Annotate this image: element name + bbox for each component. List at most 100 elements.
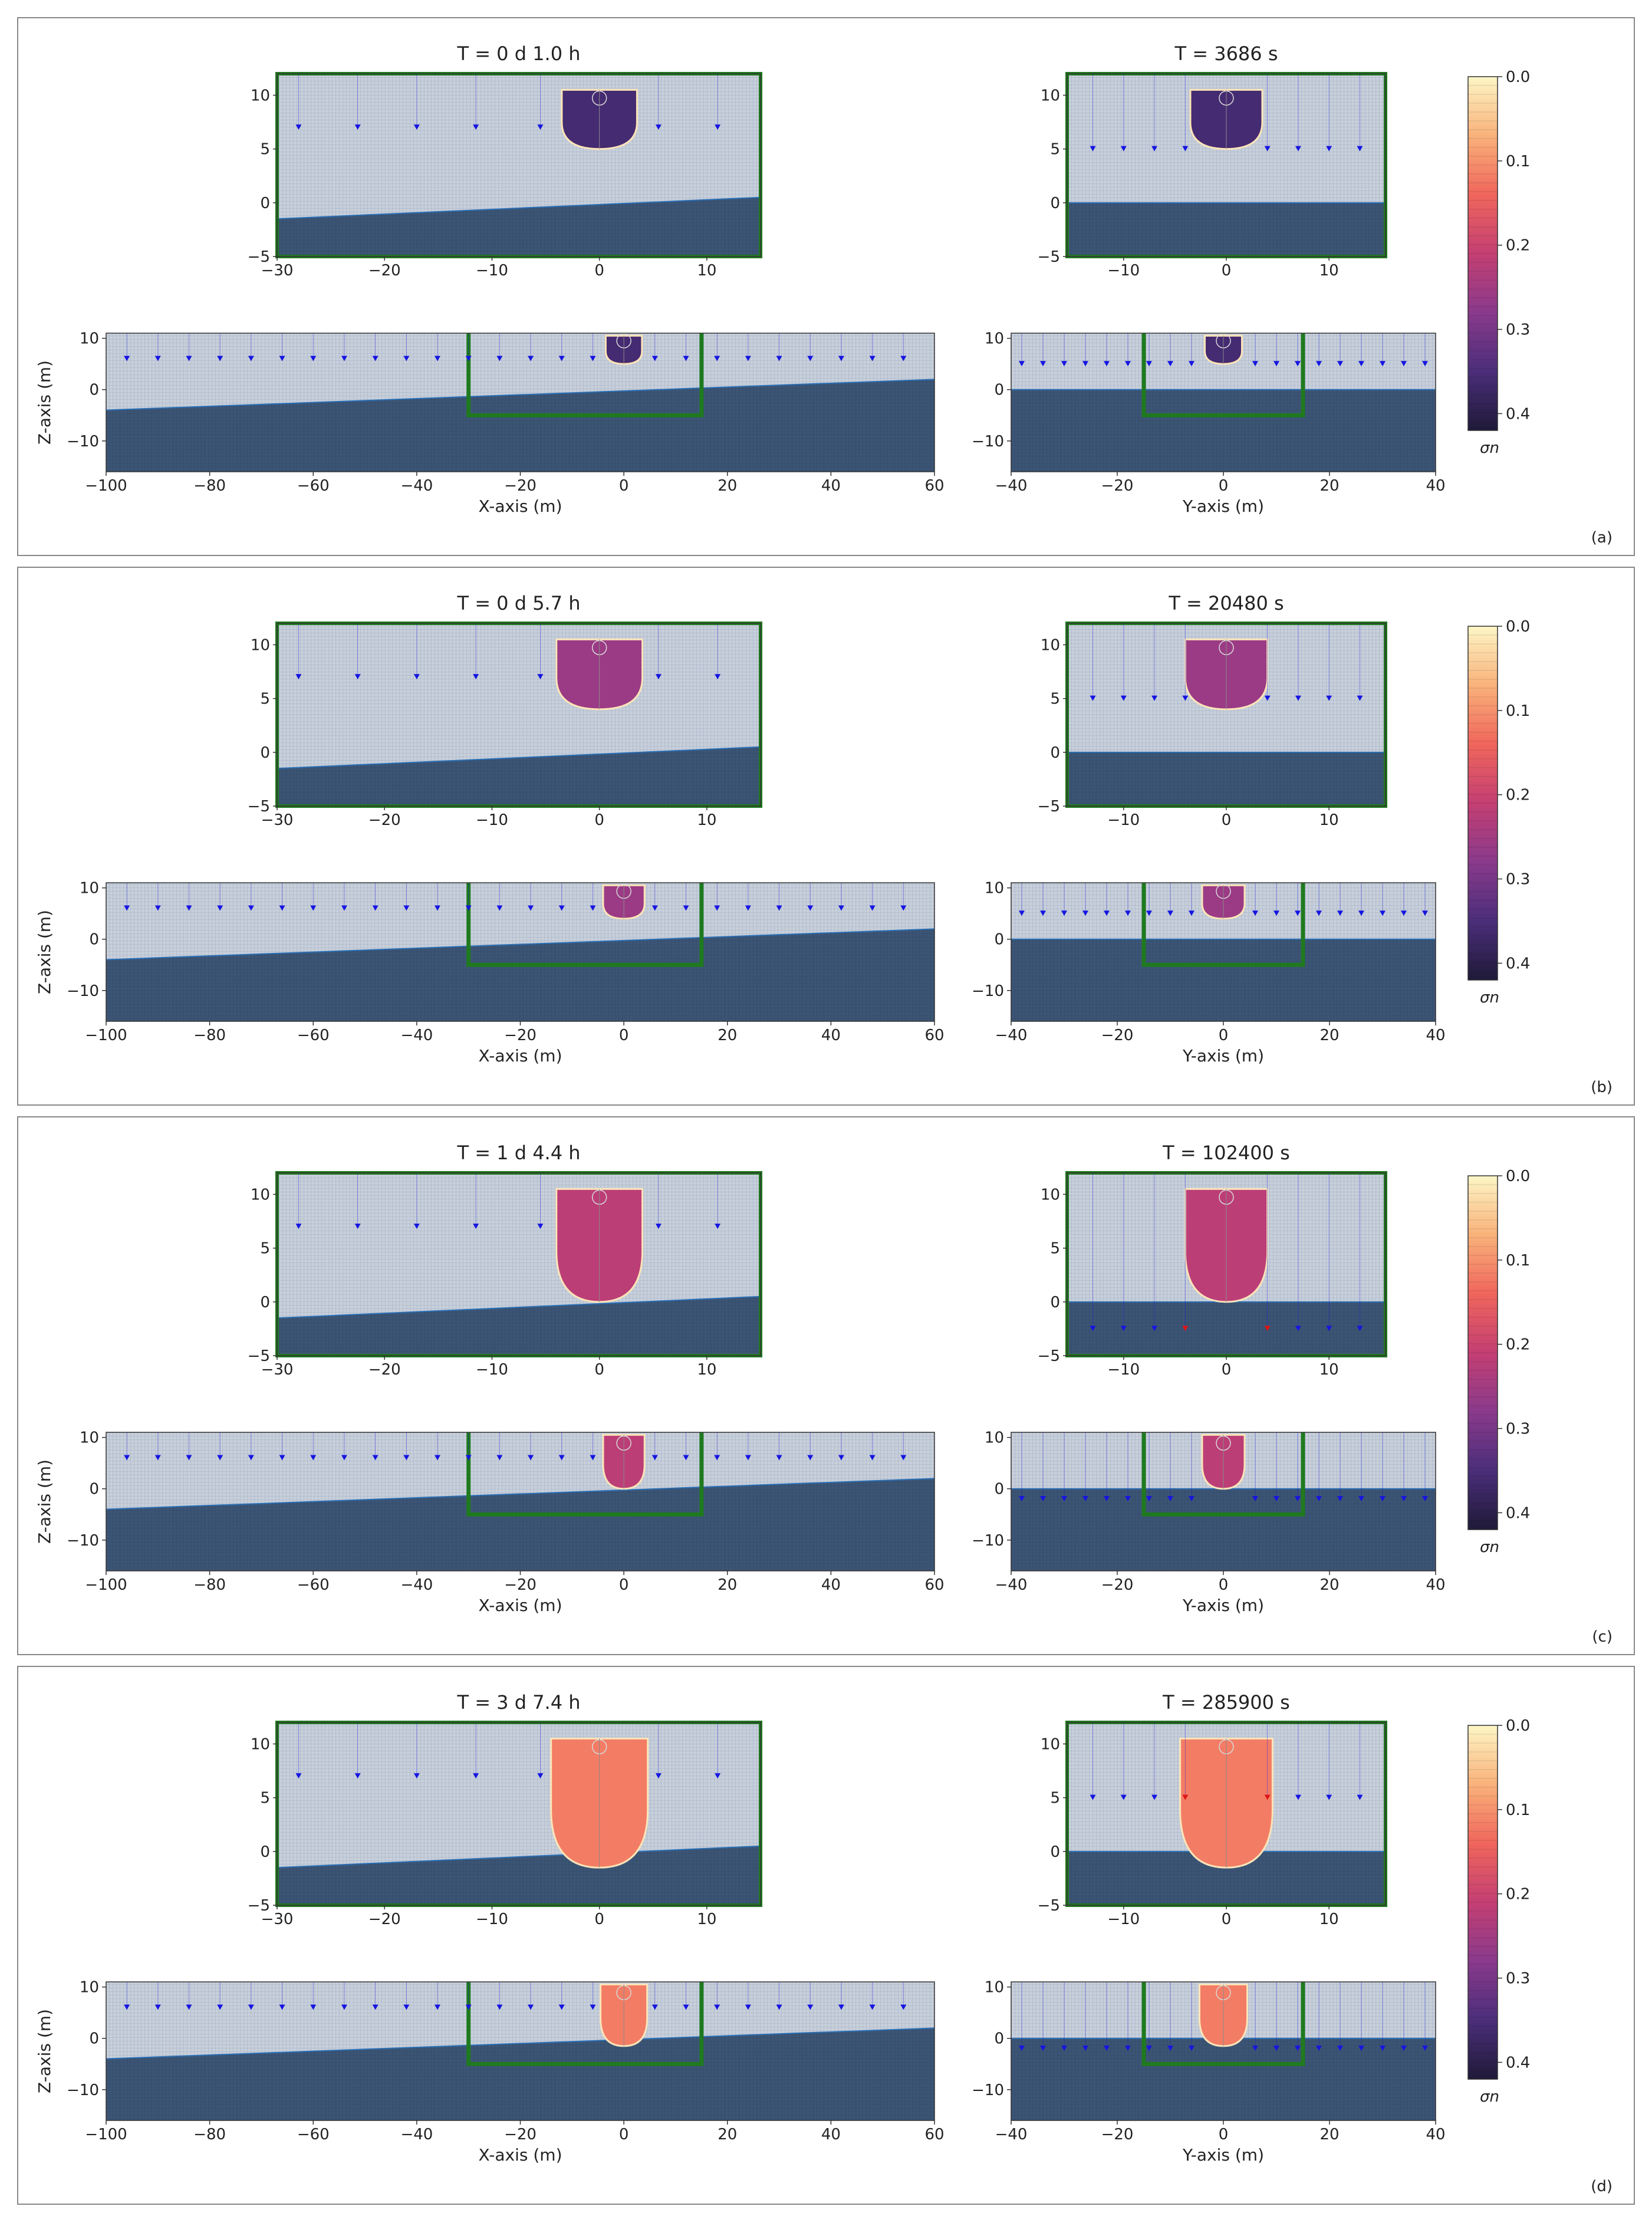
axes-bottom-left-marker xyxy=(372,356,379,361)
axes-bottom-left-marker xyxy=(590,356,596,361)
axes-top-left-ytick-label: 0 xyxy=(260,1294,270,1311)
axes-top-left-marker xyxy=(537,1773,544,1779)
axes-bottom-left-marker xyxy=(528,1455,534,1461)
axes-bottom-left-xtick-label: −100 xyxy=(85,477,127,495)
colorbar xyxy=(1467,1175,1498,1530)
axes-bottom-right-xtick-label: −20 xyxy=(1101,477,1134,495)
axes-top-right-xtick-label: 0 xyxy=(1222,1911,1232,1928)
axes-bottom-right-marker xyxy=(1104,1496,1110,1502)
colorbar-tick-label: 0.0 xyxy=(1506,618,1530,636)
axes-bottom-left-marker xyxy=(341,1455,347,1461)
axes-top-left: −30 −20 −10 0 10 10 5 0 −5 xyxy=(248,1721,762,1928)
axes-bottom-right-xtick-label: 40 xyxy=(1426,1576,1445,1594)
axes-top-right-ytick-label: 5 xyxy=(1050,691,1060,708)
axes-bottom-right-marker xyxy=(1082,910,1088,916)
axes-top-left-ytick-label: 0 xyxy=(260,1843,270,1861)
axes-top-right-marker xyxy=(1182,1794,1189,1800)
axes-bottom-left-xtick-label: 40 xyxy=(821,2126,841,2143)
axes-bottom-left-marker xyxy=(590,905,596,911)
axes-bottom-left-marker xyxy=(683,1455,689,1461)
axes-top-right: −10 0 10 10 5 0 −5 xyxy=(1038,1721,1387,1928)
axes-bottom-left-marker xyxy=(279,356,285,361)
axes-bottom-left-marker xyxy=(651,356,658,361)
axes-top-left-spine xyxy=(277,1722,761,1906)
axes-top-left-water-table xyxy=(277,746,761,770)
axes-bottom-left-marker xyxy=(714,356,720,361)
colorbar xyxy=(1467,1725,1498,2080)
axes-top-left-marker xyxy=(295,1773,302,1779)
axes-bottom-left-water-table xyxy=(106,2027,935,2060)
axes-top-left-xtick-label: 0 xyxy=(594,811,604,829)
axes-bottom-right-marker xyxy=(1401,361,1407,367)
axes-bottom-left-marker xyxy=(248,905,254,911)
axes-bottom-left-marker xyxy=(217,905,223,911)
axes-bottom-right-marker xyxy=(1380,2046,1386,2051)
axes-bottom-right-marker xyxy=(1082,361,1088,367)
axes-bottom-left-marker xyxy=(341,905,347,911)
axes-bottom-right-xtick-label: 40 xyxy=(1426,2126,1445,2143)
axes-bottom-left-marker xyxy=(807,2004,814,2010)
colorbar-tick-label: 0.4 xyxy=(1506,1504,1530,1522)
colorbar-tick-label: 0.1 xyxy=(1506,153,1530,170)
axes-top-right-marker xyxy=(1151,695,1158,701)
axes-bottom-right-marker xyxy=(1295,361,1301,367)
axes-bottom-right-marker xyxy=(1337,2046,1343,2051)
axes-bottom-left-marker xyxy=(310,1455,317,1461)
axes-bottom-left-xtick-label: −40 xyxy=(400,477,433,495)
axes-top-right-marker xyxy=(1326,1326,1332,1331)
axes-top-right-marker xyxy=(1357,1794,1363,1800)
axes-bottom-right-marker xyxy=(1125,1496,1131,1502)
axes-top-right-ytick-label: 0 xyxy=(1050,195,1060,212)
axes-top-right-xtick-label: 10 xyxy=(1319,811,1339,829)
axes-bottom-right-ytick-label: 10 xyxy=(985,880,1004,897)
colorbar-tick-label: 0.3 xyxy=(1506,321,1530,339)
axes-bottom-right-xtick-label: 20 xyxy=(1319,1576,1339,1594)
axes-top-left-ytick-label: 5 xyxy=(260,691,270,708)
axes-top-left-marker xyxy=(537,124,544,130)
axes-bottom-left-xtick-label: 40 xyxy=(821,477,841,495)
axes-bottom-right-ytick-label: −10 xyxy=(972,2082,1004,2099)
axes-bottom-right-ytick-label: 10 xyxy=(985,1429,1004,1447)
axes-top-right-xtick-label: −10 xyxy=(1107,262,1140,280)
axes-top-right-ytick-label: 0 xyxy=(1050,1294,1060,1311)
axes-bottom-left-marker xyxy=(186,356,192,361)
axes-bottom-left-marker xyxy=(528,905,534,911)
axes-top-left-marker xyxy=(354,674,361,680)
axes-top-right-xtick-label: 10 xyxy=(1319,262,1339,280)
axes-bottom-right-marker xyxy=(1422,1496,1428,1502)
axes-top-left-marker xyxy=(655,1224,662,1229)
axes-bottom-left-marker xyxy=(154,1455,161,1461)
panel-label: (d) xyxy=(1591,2178,1612,2195)
y-axis-label: Y-axis (m) xyxy=(1182,2145,1264,2165)
axes-bottom-right-saturated-zone xyxy=(1011,939,1436,1021)
axes-bottom-left-xtick-label: −60 xyxy=(297,1576,330,1594)
axes-bottom-right: −40 −20 0 20 40 10 0 −10 xyxy=(972,880,1445,1044)
axes-top-left-marker xyxy=(354,1224,361,1229)
x-axis-label: X-axis (m) xyxy=(478,497,562,516)
axes-top-left-xtick-label: 10 xyxy=(697,1361,716,1379)
axes-bottom-left-marker xyxy=(279,905,285,911)
axes-bottom-right-marker xyxy=(1252,361,1258,367)
axes-bottom-right-xtick-label: −40 xyxy=(995,1576,1028,1594)
subplot-title-left: T = 0 d 1.0 h xyxy=(456,42,580,65)
axes-bottom-right-marker xyxy=(1358,1496,1364,1502)
axes-bottom-left-marker xyxy=(217,2004,223,2010)
panel-label: (a) xyxy=(1591,529,1612,547)
axes-bottom-left-marker xyxy=(807,1455,814,1461)
axes-top-right-marker xyxy=(1120,1794,1127,1800)
axes-top-right-xtick-label: −10 xyxy=(1107,1911,1140,1928)
axes-bottom-left-marker xyxy=(496,1455,503,1461)
subplot-title-right: T = 20480 s xyxy=(1168,592,1284,614)
axes-bottom-left-marker xyxy=(496,356,503,361)
colorbar-tick-label: 0.0 xyxy=(1506,68,1530,86)
x-axis-label: X-axis (m) xyxy=(478,1596,562,1615)
axes-bottom-left-marker xyxy=(124,905,130,911)
axes-top-left-marker xyxy=(473,124,479,130)
colorbar-label: σn xyxy=(1480,989,1499,1007)
axes-top-left-marker xyxy=(295,124,302,130)
axes-bottom-left-marker xyxy=(869,905,876,911)
axes-bottom-left-xtick-label: −100 xyxy=(85,2126,127,2143)
colorbar-label: σn xyxy=(1480,2088,1499,2106)
axes-top-left-xtick-label: −30 xyxy=(261,262,294,280)
